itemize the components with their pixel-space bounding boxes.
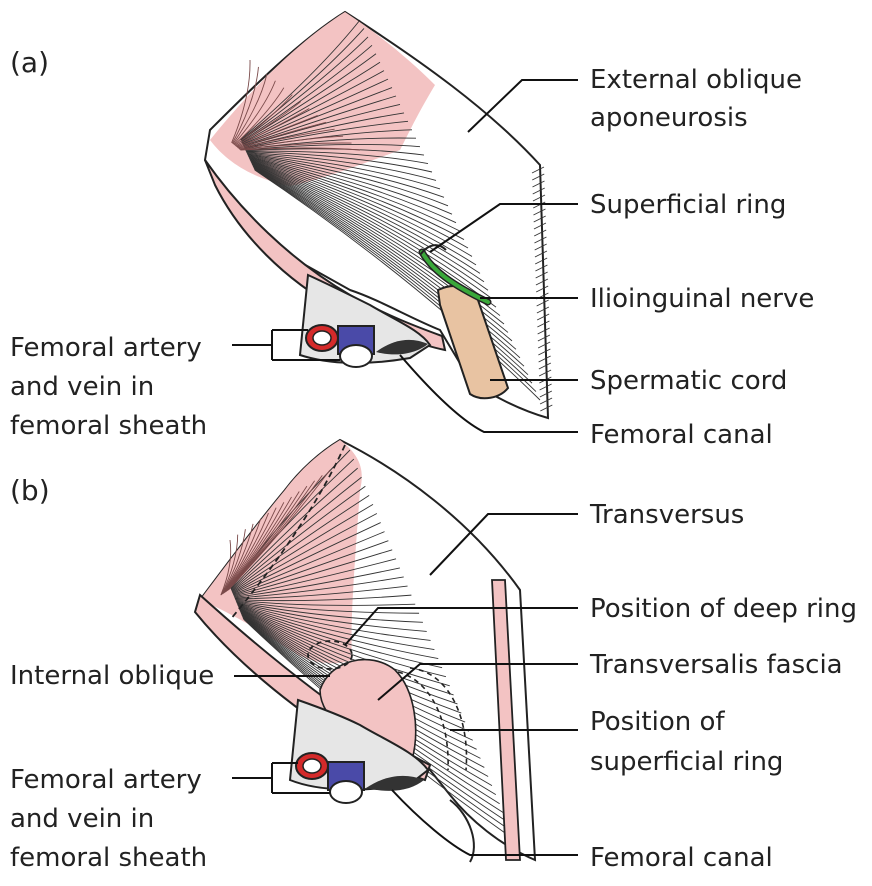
label-transversalis-fascia: Transversalis fascia	[589, 650, 843, 680]
rectus-edge	[491, 579, 521, 861]
femoral-artery-b	[295, 752, 329, 780]
femoral-vein-a	[337, 325, 375, 368]
label-femoral-canal-a: Femoral canal	[590, 420, 773, 450]
label-femoral-vessels-a-3: femoral sheath	[10, 411, 207, 441]
panel-b-tag: (b)	[10, 474, 50, 507]
label-femoral-vessels-b-3: femoral sheath	[10, 843, 207, 873]
label-aponeurosis: aponeurosis	[590, 103, 748, 133]
femoral-canal-b	[366, 775, 424, 791]
femoral-vein-b	[327, 761, 365, 804]
panel-a: (a) External oblique aponeurosis Superfi…	[10, 10, 814, 450]
superficial-ring-position	[397, 667, 468, 771]
label-femoral-vessels-a-1: Femoral artery	[10, 333, 202, 363]
superficial-ring-edge	[419, 244, 447, 256]
leader-transversalis-fascia	[377, 663, 578, 701]
deep-ring	[307, 640, 353, 670]
label-transversus: Transversus	[589, 500, 744, 530]
leader-transversus	[429, 513, 578, 576]
label-femoral-canal-b: Femoral canal	[590, 843, 773, 873]
label-deep-ring: Position of deep ring	[590, 594, 857, 624]
femoral-canal-a	[376, 339, 428, 355]
panel-b: (b) Transversus Position of deep ring Tr…	[10, 438, 857, 873]
femoral-artery-a	[305, 324, 339, 352]
label-superficial-ring-b-1: Position of	[590, 707, 725, 737]
label-spermatic-cord: Spermatic cord	[590, 366, 787, 396]
inguinal-ligament-band	[204, 159, 447, 352]
panel-a-tag: (a)	[10, 46, 49, 79]
label-superficial-ring-b-2: superficial ring	[590, 747, 783, 777]
label-internal-oblique: Internal oblique	[10, 661, 214, 691]
leader-external-oblique	[467, 79, 578, 133]
leader-femoral-vessels-b	[232, 762, 330, 794]
leader-superficial-ring	[429, 203, 578, 253]
label-femoral-vessels-b-2: and vein in	[10, 804, 154, 834]
label-ilioinguinal-nerve: Ilioinguinal nerve	[590, 284, 814, 314]
label-femoral-vessels-b-1: Femoral artery	[10, 765, 202, 795]
leader-femoral-canal-b	[391, 789, 578, 856]
label-superficial-ring: Superficial ring	[590, 190, 786, 220]
leader-femoral-canal-a	[399, 354, 578, 433]
leader-femoral-vessels-a	[232, 329, 340, 361]
leader-deep-ring	[344, 607, 578, 646]
aponeurosis-fibers	[231, 19, 553, 412]
label-external-oblique: External oblique	[590, 65, 802, 95]
label-femoral-vessels-a-2: and vein in	[10, 372, 154, 402]
